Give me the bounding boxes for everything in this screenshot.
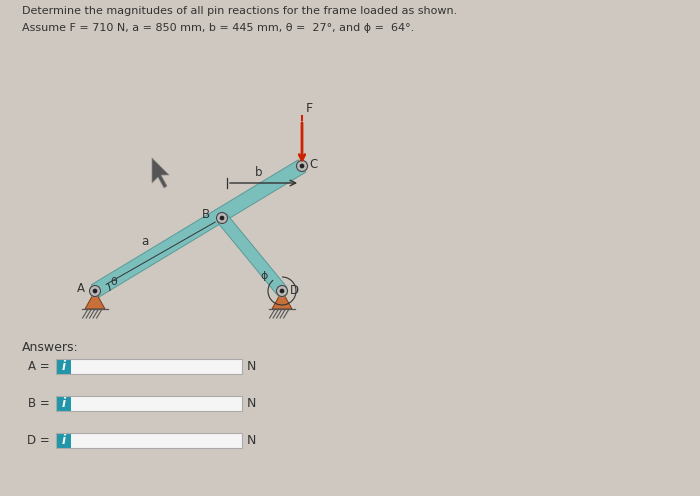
Circle shape (280, 289, 284, 293)
FancyBboxPatch shape (56, 359, 71, 374)
Polygon shape (152, 158, 169, 188)
Text: i: i (62, 397, 65, 410)
Text: D =: D = (27, 434, 50, 447)
FancyBboxPatch shape (56, 395, 71, 411)
Circle shape (297, 161, 307, 172)
Text: i: i (62, 434, 65, 447)
Text: F: F (306, 102, 313, 115)
Circle shape (300, 164, 304, 168)
Polygon shape (217, 214, 287, 295)
Text: θ: θ (111, 277, 118, 287)
Text: a: a (141, 235, 148, 248)
Text: Assume F = 710 N, a = 850 mm, b = 445 mm, θ =  27°, and ϕ =  64°.: Assume F = 710 N, a = 850 mm, b = 445 mm… (22, 23, 414, 33)
FancyBboxPatch shape (71, 433, 243, 448)
Text: B =: B = (28, 397, 50, 410)
Text: N: N (247, 360, 256, 373)
Text: D: D (290, 284, 299, 297)
Polygon shape (91, 160, 306, 297)
Text: b: b (255, 166, 262, 179)
Text: i: i (62, 360, 65, 373)
Text: N: N (247, 434, 256, 447)
FancyBboxPatch shape (71, 395, 243, 411)
Text: B: B (202, 207, 210, 221)
Polygon shape (85, 291, 105, 309)
Text: C: C (309, 159, 317, 172)
Text: N: N (247, 397, 256, 410)
Text: Determine the magnitudes of all pin reactions for the frame loaded as shown.: Determine the magnitudes of all pin reac… (22, 6, 457, 16)
Circle shape (220, 216, 224, 220)
Circle shape (276, 286, 288, 297)
Text: Answers:: Answers: (22, 341, 78, 354)
FancyBboxPatch shape (56, 433, 71, 448)
Polygon shape (272, 291, 292, 309)
Text: A: A (77, 283, 85, 296)
Text: A =: A = (29, 360, 50, 373)
Circle shape (93, 289, 97, 293)
Circle shape (90, 286, 101, 297)
FancyBboxPatch shape (71, 359, 243, 374)
Text: ϕ: ϕ (260, 271, 267, 281)
Circle shape (216, 212, 228, 224)
